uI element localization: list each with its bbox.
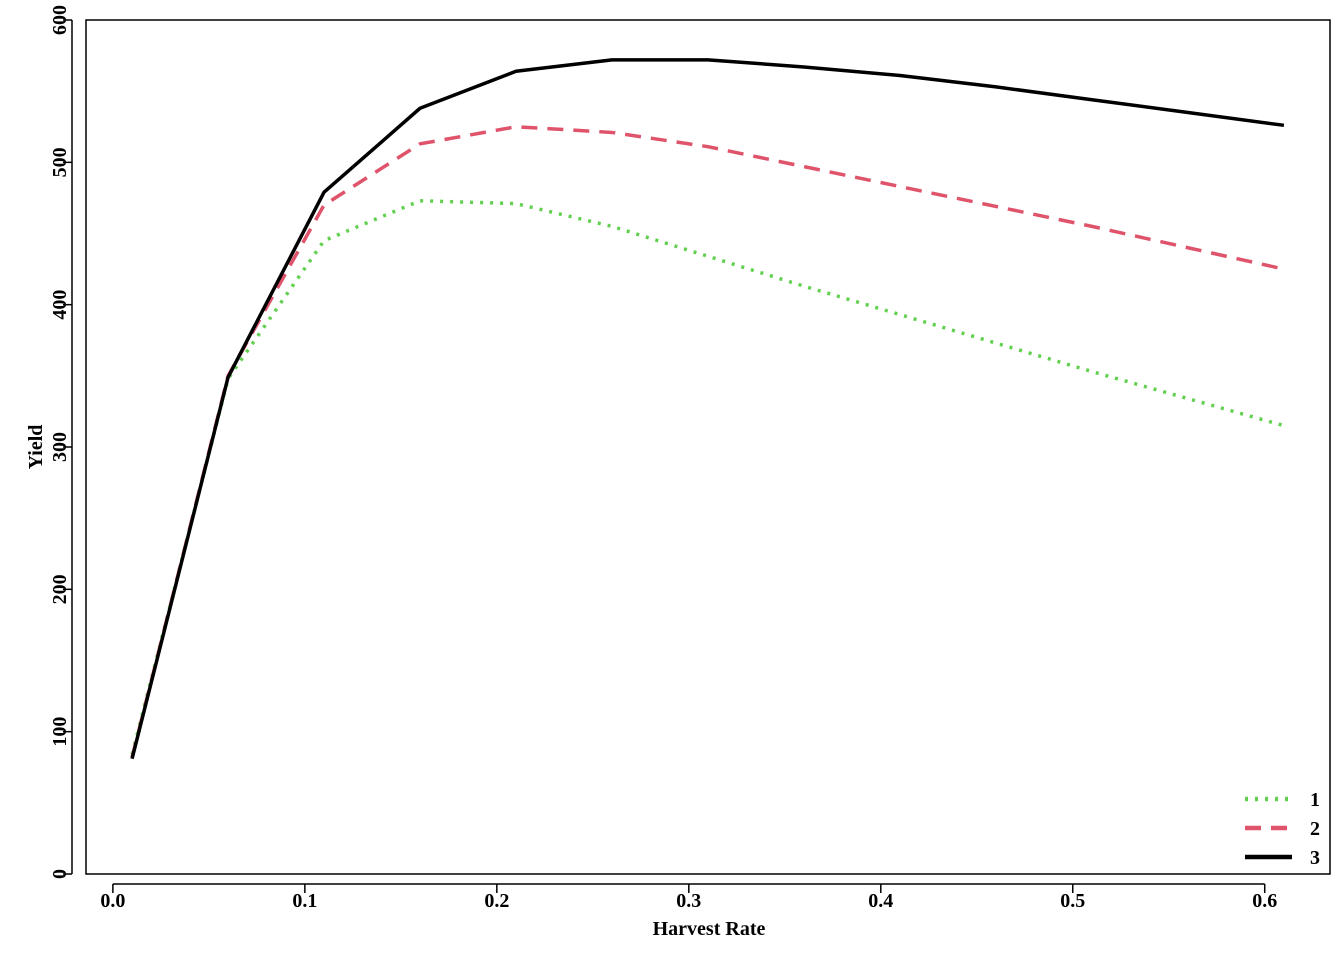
x-tick-label: 0.4	[868, 890, 893, 912]
series-line	[130, 125, 1285, 758]
y-tick-label: 600	[49, 5, 71, 35]
y-tick-label: 400	[49, 290, 71, 320]
series-line	[130, 58, 1285, 760]
x-tick-label: 0.2	[484, 890, 509, 912]
x-axis-label: Harvest Rate	[653, 918, 766, 940]
y-tick-label: 200	[49, 574, 71, 604]
x-tick-label: 0.5	[1060, 890, 1085, 912]
y-axis-label: Yield	[25, 425, 47, 470]
y-tick-label: 300	[49, 432, 71, 462]
x-tick-label: 0.0	[100, 890, 125, 912]
y-tick-label: 0	[49, 869, 71, 879]
x-tick-label: 0.6	[1252, 890, 1277, 912]
x-tick-label: 0.3	[676, 890, 701, 912]
legend-label: 1	[1310, 789, 1320, 811]
y-tick-label: 100	[49, 717, 71, 747]
y-tick-label: 500	[49, 147, 71, 177]
legend-label: 2	[1310, 818, 1320, 840]
plot-frame	[85, 19, 1331, 875]
x-tick-label: 0.1	[292, 890, 317, 912]
legend-label: 3	[1310, 847, 1320, 869]
series-line	[130, 199, 1285, 755]
